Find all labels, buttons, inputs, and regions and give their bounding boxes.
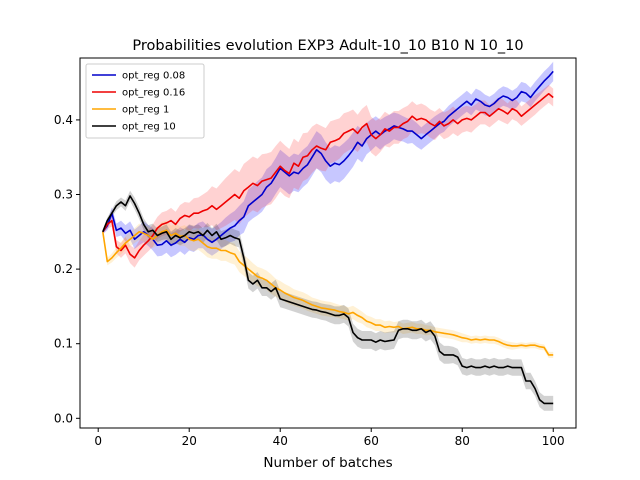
x-axis: 0 20 40 60 80 100	[94, 428, 565, 448]
x-tick-label: 40	[273, 434, 288, 448]
legend-label: opt_reg 1	[122, 105, 169, 116]
x-tick-label: 60	[364, 434, 379, 448]
legend-label: opt_reg 0.08	[122, 71, 185, 82]
x-tick-label: 20	[182, 434, 197, 448]
y-tick-label: 0.1	[54, 337, 73, 351]
x-axis-label: Number of batches	[263, 455, 392, 471]
y-tick-label: 0.4	[54, 113, 73, 127]
chart-title: Probabilities evolution EXP3 Adult-10_10…	[132, 38, 523, 54]
series-line-3	[102, 195, 554, 405]
plot-area	[102, 61, 554, 411]
legend-box	[85, 63, 205, 139]
x-tick-label: 0	[94, 434, 102, 448]
legend-label: opt_reg 10	[122, 122, 176, 133]
series-band-2	[102, 220, 554, 358]
series-band-1	[102, 84, 554, 268]
plot-frame	[79, 57, 577, 429]
series-line-2	[102, 229, 554, 356]
y-tick-label: 0.3	[54, 188, 73, 202]
legend: opt_reg 0.08 opt_reg 0.16 opt_reg 1 opt_reg…	[85, 63, 205, 139]
series-line-1	[102, 93, 554, 259]
series-line-0	[102, 70, 554, 246]
x-tick-label: 100	[542, 434, 565, 448]
series-band-0	[102, 61, 554, 258]
y-tick-label: 0.0	[54, 411, 73, 425]
legend-label: opt_reg 0.16	[122, 88, 185, 99]
x-tick-label: 80	[455, 434, 470, 448]
y-tick-label: 0.2	[54, 262, 73, 276]
series-band-3	[102, 190, 554, 411]
y-axis: 0.0 0.1 0.2 0.3 0.4	[54, 113, 80, 425]
